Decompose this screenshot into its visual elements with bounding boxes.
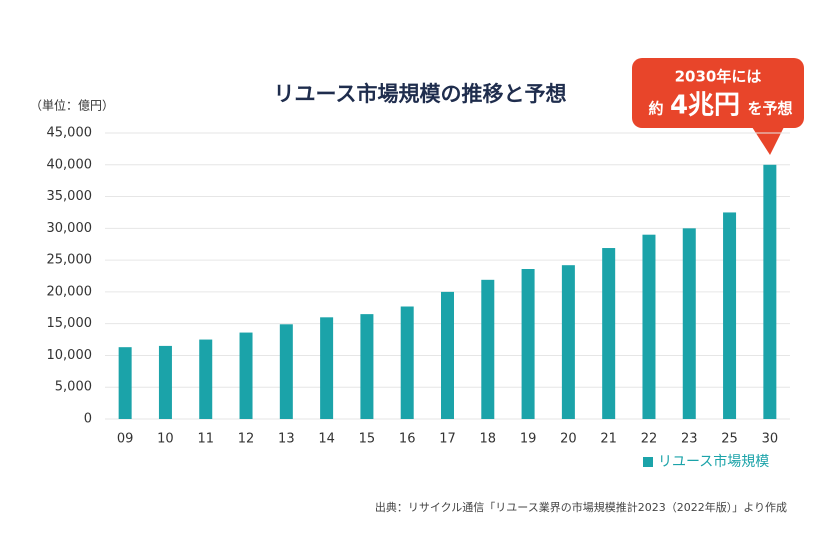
x-tick-label: 22 [641, 432, 658, 447]
bar [279, 324, 293, 419]
y-tick-label: 25,000 [47, 253, 93, 268]
bar [763, 164, 777, 419]
bar [682, 228, 696, 419]
y-tick-label: 15,000 [47, 316, 93, 331]
y-tick-label: 35,000 [47, 189, 93, 204]
chart-title: リユース市場規模の推移と予想 [274, 82, 567, 106]
x-tick-label: 13 [278, 432, 295, 447]
callout: 2030年には 約 4兆円 を予想 [632, 58, 804, 155]
x-tick-label: 16 [399, 432, 416, 447]
bar [158, 345, 172, 419]
bar [360, 314, 374, 419]
x-tick-label: 18 [480, 432, 497, 447]
legend-swatch [643, 457, 653, 467]
bar [602, 248, 616, 419]
bar [561, 265, 575, 419]
y-tick-label: 20,000 [47, 284, 93, 299]
bar [239, 332, 253, 419]
callout-text: 約 [648, 100, 663, 118]
x-tick-label: 30 [762, 432, 779, 447]
x-tick-label: 09 [117, 432, 134, 447]
bar [642, 234, 656, 419]
callout-pointer [752, 127, 784, 155]
x-tick-label: 12 [238, 432, 255, 447]
callout-box [632, 58, 804, 128]
x-tick-label: 11 [197, 432, 214, 447]
x-tick-label: 14 [318, 432, 335, 447]
x-tick-label: 23 [681, 432, 698, 447]
bar [118, 347, 132, 419]
x-tick-label: 10 [157, 432, 174, 447]
legend-label: リユース市場規模 [658, 453, 769, 470]
bar [521, 269, 535, 419]
bar [723, 212, 737, 419]
bar [199, 339, 213, 419]
y-tick-label: 0 [84, 412, 92, 427]
bar [400, 306, 414, 419]
x-tick-label: 19 [520, 432, 537, 447]
bar [320, 317, 334, 419]
unit-label: （単位：億円） [30, 98, 114, 113]
callout-text: を予想 [747, 100, 792, 118]
y-tick-label: 45,000 [47, 126, 93, 141]
x-tick-label: 15 [359, 432, 376, 447]
x-tick-label: 25 [721, 432, 738, 447]
callout-text: 2030年には [675, 68, 762, 86]
y-tick-label: 10,000 [47, 348, 93, 363]
y-tick-label: 5,000 [55, 380, 92, 395]
x-tick-label: 21 [600, 432, 617, 447]
y-tick-label: 40,000 [47, 157, 93, 172]
bar [481, 279, 495, 419]
x-tick-label: 20 [560, 432, 577, 447]
source: 出典：リサイクル通信「リユース業界の市場規模推計2023（2022年版）」より作… [375, 500, 787, 514]
bar [441, 291, 454, 419]
x-tick-label: 17 [439, 432, 456, 447]
callout-text: 4兆円 [670, 91, 740, 121]
y-tick-label: 30,000 [47, 221, 93, 236]
